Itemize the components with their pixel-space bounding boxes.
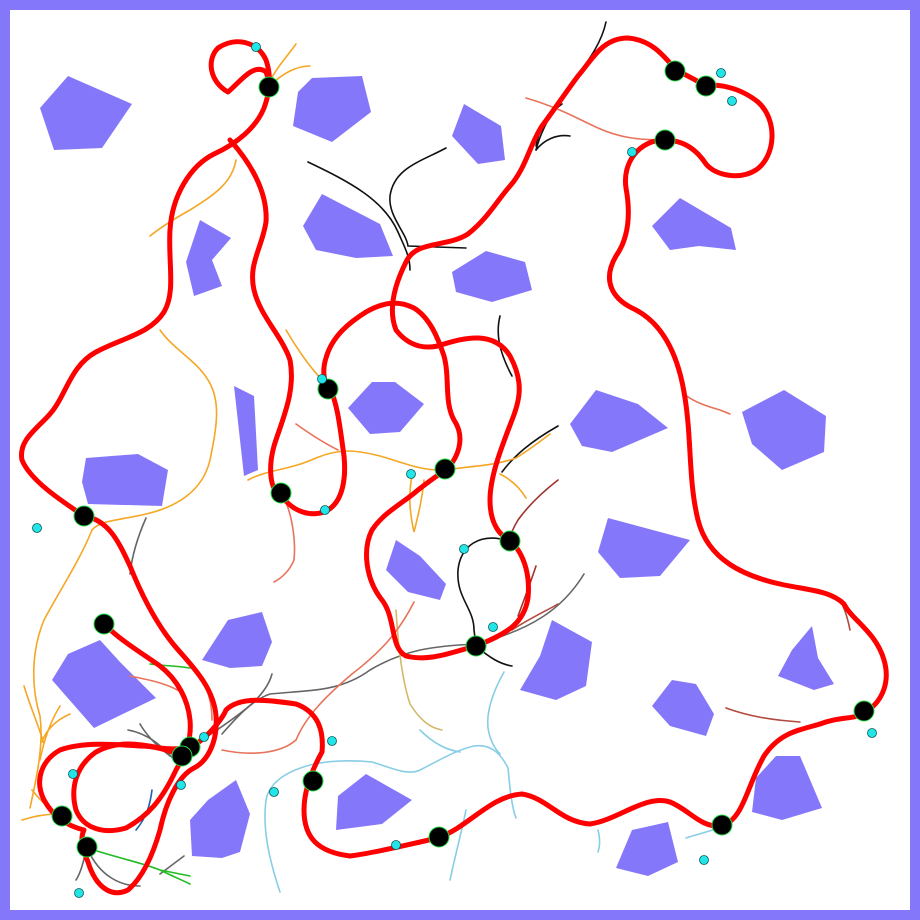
branch bbox=[91, 329, 218, 531]
junction-node[interactable] bbox=[465, 635, 487, 657]
obstacle bbox=[293, 76, 371, 142]
obstacle bbox=[570, 390, 668, 452]
obstacle bbox=[348, 382, 424, 434]
marker-dot[interactable] bbox=[391, 840, 401, 850]
branch bbox=[449, 809, 467, 881]
branch bbox=[419, 671, 505, 755]
marker-dot[interactable] bbox=[459, 544, 469, 554]
marker-dot[interactable] bbox=[406, 469, 416, 479]
marker-dot[interactable] bbox=[627, 147, 637, 157]
marker-layer bbox=[32, 42, 877, 898]
branch bbox=[295, 423, 339, 451]
marker-dot[interactable] bbox=[199, 732, 209, 742]
branch bbox=[221, 601, 415, 754]
obstacle bbox=[52, 640, 156, 728]
junction-node[interactable] bbox=[853, 700, 875, 722]
junction-node[interactable] bbox=[51, 805, 73, 827]
branch bbox=[409, 475, 425, 533]
branch bbox=[525, 97, 665, 141]
obstacle bbox=[190, 780, 250, 858]
obstacle bbox=[652, 198, 736, 250]
branch bbox=[501, 425, 559, 473]
obstacle bbox=[303, 194, 393, 258]
marker-dot[interactable] bbox=[727, 96, 737, 106]
obstacle bbox=[234, 386, 258, 476]
branch bbox=[21, 685, 71, 821]
obstacle bbox=[202, 612, 272, 668]
obstacle bbox=[652, 680, 714, 736]
junction-node[interactable] bbox=[664, 60, 686, 82]
obstacle bbox=[778, 626, 834, 690]
marker-dot[interactable] bbox=[68, 769, 78, 779]
red-track bbox=[19, 39, 272, 519]
obstacle bbox=[616, 822, 678, 876]
branch bbox=[29, 529, 93, 809]
marker-dot[interactable] bbox=[32, 523, 42, 533]
branch bbox=[395, 609, 443, 731]
obstacle bbox=[40, 76, 132, 150]
junction-node[interactable] bbox=[93, 613, 115, 635]
track-layer bbox=[19, 35, 889, 896]
obstacle bbox=[452, 251, 532, 302]
marker-dot[interactable] bbox=[269, 787, 279, 797]
junction-node[interactable] bbox=[317, 378, 339, 400]
junction-node[interactable] bbox=[499, 530, 521, 552]
obstacle bbox=[386, 540, 446, 600]
junction-node[interactable] bbox=[73, 505, 95, 527]
marker-dot[interactable] bbox=[327, 736, 337, 746]
junction-node[interactable] bbox=[695, 75, 717, 97]
junction-node[interactable] bbox=[258, 76, 280, 98]
marker-dot[interactable] bbox=[317, 374, 327, 384]
junction-node[interactable] bbox=[302, 770, 324, 792]
branch bbox=[511, 603, 559, 631]
red-track bbox=[71, 35, 889, 859]
red-track bbox=[37, 513, 219, 896]
branch bbox=[149, 159, 237, 237]
obstacle-layer bbox=[40, 76, 834, 876]
branch bbox=[445, 433, 551, 499]
junction-node[interactable] bbox=[434, 458, 456, 480]
obstacle bbox=[742, 390, 826, 470]
obstacle bbox=[752, 756, 822, 820]
obstacle bbox=[598, 518, 690, 578]
obstacle bbox=[82, 454, 168, 506]
marker-dot[interactable] bbox=[251, 42, 261, 52]
marker-dot[interactable] bbox=[699, 855, 709, 865]
marker-dot[interactable] bbox=[716, 68, 726, 78]
branch bbox=[264, 744, 517, 893]
obstacle bbox=[336, 774, 412, 830]
marker-dot[interactable] bbox=[320, 505, 330, 515]
marker-dot[interactable] bbox=[74, 888, 84, 898]
junction-node[interactable] bbox=[654, 129, 676, 151]
branch bbox=[457, 537, 513, 667]
marker-dot[interactable] bbox=[867, 728, 877, 738]
branch bbox=[389, 147, 467, 249]
junction-node[interactable] bbox=[711, 814, 733, 836]
obstacle bbox=[520, 620, 592, 700]
red-track bbox=[227, 137, 348, 517]
obstacle bbox=[452, 104, 505, 164]
junction-node[interactable] bbox=[76, 836, 98, 858]
obstacle bbox=[186, 220, 231, 296]
branch bbox=[725, 707, 801, 723]
junction-node[interactable] bbox=[270, 482, 292, 504]
branch bbox=[87, 847, 191, 885]
marker-dot[interactable] bbox=[176, 780, 186, 790]
node-layer bbox=[51, 60, 875, 858]
branch bbox=[273, 493, 296, 583]
marker-dot[interactable] bbox=[488, 622, 498, 632]
junction-node[interactable] bbox=[171, 745, 193, 767]
junction-node[interactable] bbox=[428, 826, 450, 848]
